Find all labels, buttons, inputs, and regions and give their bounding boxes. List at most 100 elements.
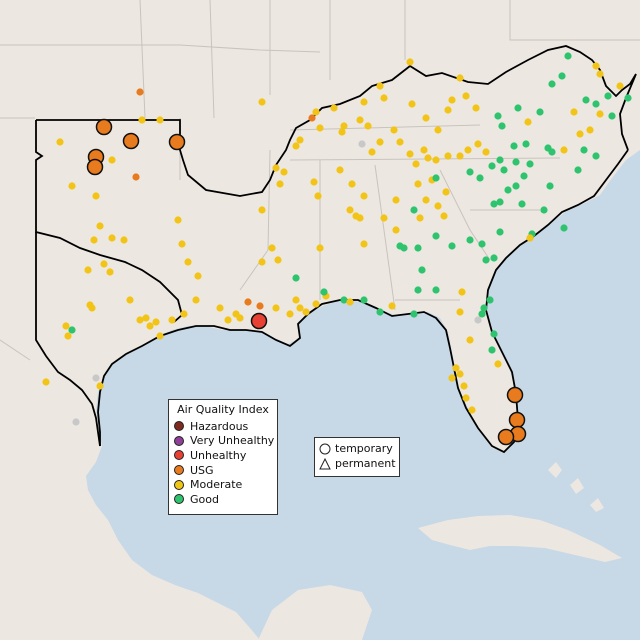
monitor-marker <box>560 224 568 232</box>
monitor-marker <box>360 192 368 200</box>
monitor-marker <box>310 178 318 186</box>
monitor-marker <box>360 296 368 304</box>
monitor-marker <box>180 310 188 318</box>
monitor-marker <box>138 116 146 124</box>
monitor-marker <box>96 382 104 390</box>
monitor-marker <box>408 100 416 108</box>
monitor-marker <box>458 288 466 296</box>
monitor-marker <box>84 266 92 274</box>
monitor-marker <box>156 116 164 124</box>
monitor-marker <box>268 244 276 252</box>
monitor-marker <box>496 228 504 236</box>
monitor-marker <box>596 110 604 118</box>
triangle-icon <box>319 457 331 469</box>
monitor-marker <box>462 394 470 402</box>
monitor-marker <box>316 124 324 132</box>
monitor-marker <box>108 156 116 164</box>
monitor-marker <box>494 360 502 368</box>
monitor-marker <box>346 298 354 306</box>
monitor-marker <box>608 112 616 120</box>
monitor-marker <box>466 168 474 176</box>
monitor-marker <box>452 364 460 372</box>
legend-label: Moderate <box>190 478 243 492</box>
monitor-marker <box>424 154 432 162</box>
monitor-marker <box>258 206 266 214</box>
legend-label: Unhealthy <box>190 448 247 462</box>
monitor-marker <box>194 272 202 280</box>
monitor-marker <box>292 274 300 282</box>
monitor-marker <box>152 318 160 326</box>
monitor-marker <box>338 128 346 136</box>
coastline <box>97 149 629 454</box>
monitor-marker <box>178 240 186 248</box>
monitor-marker <box>292 296 300 304</box>
monitor-marker <box>316 244 324 252</box>
monitor-marker <box>462 92 470 100</box>
monitor-marker <box>414 286 422 294</box>
monitor-marker <box>432 232 440 240</box>
monitor-marker <box>520 172 528 180</box>
monitor-marker <box>592 62 600 70</box>
monitor-marker <box>42 378 50 386</box>
monitor-marker <box>120 236 128 244</box>
monitor-marker <box>406 58 414 66</box>
monitor-marker <box>192 296 200 304</box>
monitor-marker <box>448 374 456 382</box>
monitor-marker <box>564 52 572 60</box>
monitor-marker <box>88 304 96 312</box>
monitor-marker <box>476 174 484 182</box>
monitor-marker <box>434 202 442 210</box>
monitor-marker <box>414 244 422 252</box>
monitor-marker <box>526 160 534 168</box>
monitor-marker <box>358 140 366 148</box>
monitor-marker <box>126 296 134 304</box>
monitor-marker <box>330 104 338 112</box>
monitor-marker <box>488 346 496 354</box>
monitor-marker <box>586 126 594 134</box>
usg-swatch-icon <box>174 465 184 476</box>
monitor-marker <box>156 332 164 340</box>
monitor-marker <box>510 142 518 150</box>
monitor-marker <box>526 234 534 242</box>
monitor-marker <box>440 212 448 220</box>
monitor-marker <box>136 88 144 96</box>
monitor-marker <box>296 304 304 312</box>
monitor-marker <box>258 258 266 266</box>
monitor-marker <box>442 188 450 196</box>
bahamas-islands <box>548 462 604 512</box>
monitor-marker <box>474 140 482 148</box>
monitor-marker <box>422 196 430 204</box>
monitor-marker <box>286 310 294 318</box>
monitor-marker <box>518 200 526 208</box>
monitor-marker <box>388 302 396 310</box>
monitor-marker <box>434 126 442 134</box>
monitor-marker <box>224 316 232 324</box>
monitor-marker <box>302 308 310 316</box>
monitor-marker <box>432 286 440 294</box>
monitor-marker <box>414 180 422 188</box>
monitor-marker <box>418 266 426 274</box>
monitor-marker <box>490 200 498 208</box>
legend-label: Hazardous <box>190 419 249 433</box>
legend-item-good: Good <box>169 492 277 507</box>
monitor-marker-large <box>86 158 104 176</box>
monitor-marker-large <box>95 118 113 136</box>
monitor-marker <box>380 94 388 102</box>
region-boundary <box>35 45 637 323</box>
monitor-marker <box>490 330 498 338</box>
monitor-marker <box>444 152 452 160</box>
monitor-marker <box>216 304 224 312</box>
cuba-landmass <box>418 515 622 562</box>
monitor-marker <box>92 374 100 382</box>
monitor-marker <box>522 140 530 148</box>
monitor-marker <box>146 322 154 330</box>
legend-label: Good <box>190 492 219 506</box>
legend-label: temporary <box>335 442 393 455</box>
legend-label: USG <box>190 463 214 477</box>
monitor-marker <box>356 214 364 222</box>
monitor-marker <box>456 308 464 316</box>
monitor-marker <box>448 96 456 104</box>
monitor-marker <box>582 96 590 104</box>
monitor-type-legend: temporary permanent <box>314 437 400 477</box>
